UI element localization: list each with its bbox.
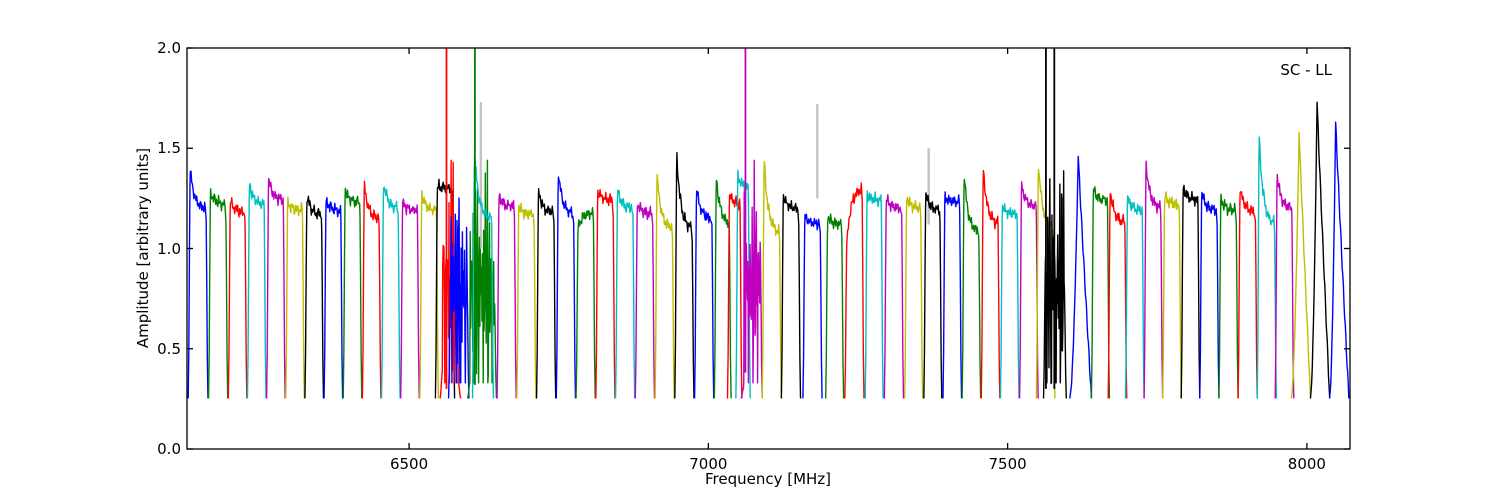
x-tick-label: 6500 xyxy=(389,455,429,473)
subband-curve xyxy=(802,213,823,399)
subband-curve xyxy=(187,170,209,399)
subband-curve xyxy=(883,193,905,399)
subband-curve xyxy=(285,196,306,399)
subband-curve xyxy=(555,176,577,399)
rfi-spikes xyxy=(445,48,1056,389)
subband-curve xyxy=(693,190,715,399)
subband-curve xyxy=(761,160,783,399)
x-tick-label: 7000 xyxy=(689,455,728,473)
subband-curve xyxy=(1328,121,1350,399)
subband-curve xyxy=(361,180,382,399)
subband-curve xyxy=(535,187,557,399)
subband-curve xyxy=(1143,160,1164,399)
subband-curve xyxy=(735,169,751,399)
x-tick-label: 7500 xyxy=(988,455,1027,473)
subband-curve xyxy=(496,193,517,399)
subband-curve xyxy=(923,192,943,399)
subband-curve xyxy=(265,177,286,399)
y-tick-label: 2.0 xyxy=(157,39,181,57)
subband-curve xyxy=(380,186,401,399)
corner-annotation: SC - LL xyxy=(1280,61,1332,79)
subband-curve xyxy=(246,183,267,399)
subband-curve xyxy=(1180,184,1201,399)
subband-curve xyxy=(844,182,865,399)
subband-curve xyxy=(726,192,743,399)
y-tick-label: 0.5 xyxy=(157,339,181,358)
subband-curve xyxy=(1199,191,1220,399)
subband-curve xyxy=(419,190,440,399)
subband-curve xyxy=(1069,155,1093,399)
subband-curve xyxy=(634,202,656,399)
subband-curve xyxy=(1124,195,1145,399)
subband-curve xyxy=(864,190,884,399)
y-axis-label: Amplitude [arbitrary units] xyxy=(134,147,152,349)
subband-curve xyxy=(824,213,845,399)
x-axis-label: Frequency [MHz] xyxy=(704,470,832,488)
subband-curve xyxy=(961,178,982,399)
subband-curve xyxy=(1237,191,1258,399)
subband-curve xyxy=(654,173,675,399)
subband-curve xyxy=(595,188,616,399)
subband-curve xyxy=(399,198,420,399)
subband-curve xyxy=(903,196,924,399)
subband-curve xyxy=(1107,193,1128,399)
subband-curve xyxy=(1290,131,1312,399)
y-tick-label: 1.0 xyxy=(157,239,181,258)
subband-curve xyxy=(227,197,248,399)
gray-spikes xyxy=(479,102,930,249)
x-tick-label: 8000 xyxy=(1287,455,1326,473)
subband-curve xyxy=(342,187,363,399)
y-tick-label: 1.5 xyxy=(157,139,181,158)
subband-curve xyxy=(999,203,1020,399)
subband-curve xyxy=(516,202,537,399)
bandpass-curves xyxy=(187,101,1350,399)
subband-curve xyxy=(1090,186,1111,399)
subband-curve xyxy=(942,191,963,399)
axes-frame xyxy=(186,47,1351,450)
subband-curve xyxy=(780,193,802,399)
subband-curve xyxy=(304,195,325,399)
subband-curve xyxy=(614,189,636,399)
subband-curve xyxy=(323,197,344,399)
subband-curve xyxy=(447,197,470,399)
subband-curve xyxy=(1274,173,1295,399)
subband-curve xyxy=(1018,181,1039,399)
subband-curve xyxy=(980,169,1001,399)
subband-curve xyxy=(1218,193,1239,399)
subband-curve xyxy=(1161,191,1182,399)
subband-curve xyxy=(740,159,763,399)
subband-curve xyxy=(207,188,229,399)
y-tick-label: 0.0 xyxy=(157,440,181,458)
subband-curve xyxy=(575,206,596,399)
plot-area xyxy=(187,48,1350,399)
subband-curve xyxy=(674,152,695,399)
subband-curve xyxy=(1256,136,1278,399)
subband-curve xyxy=(1309,101,1331,399)
